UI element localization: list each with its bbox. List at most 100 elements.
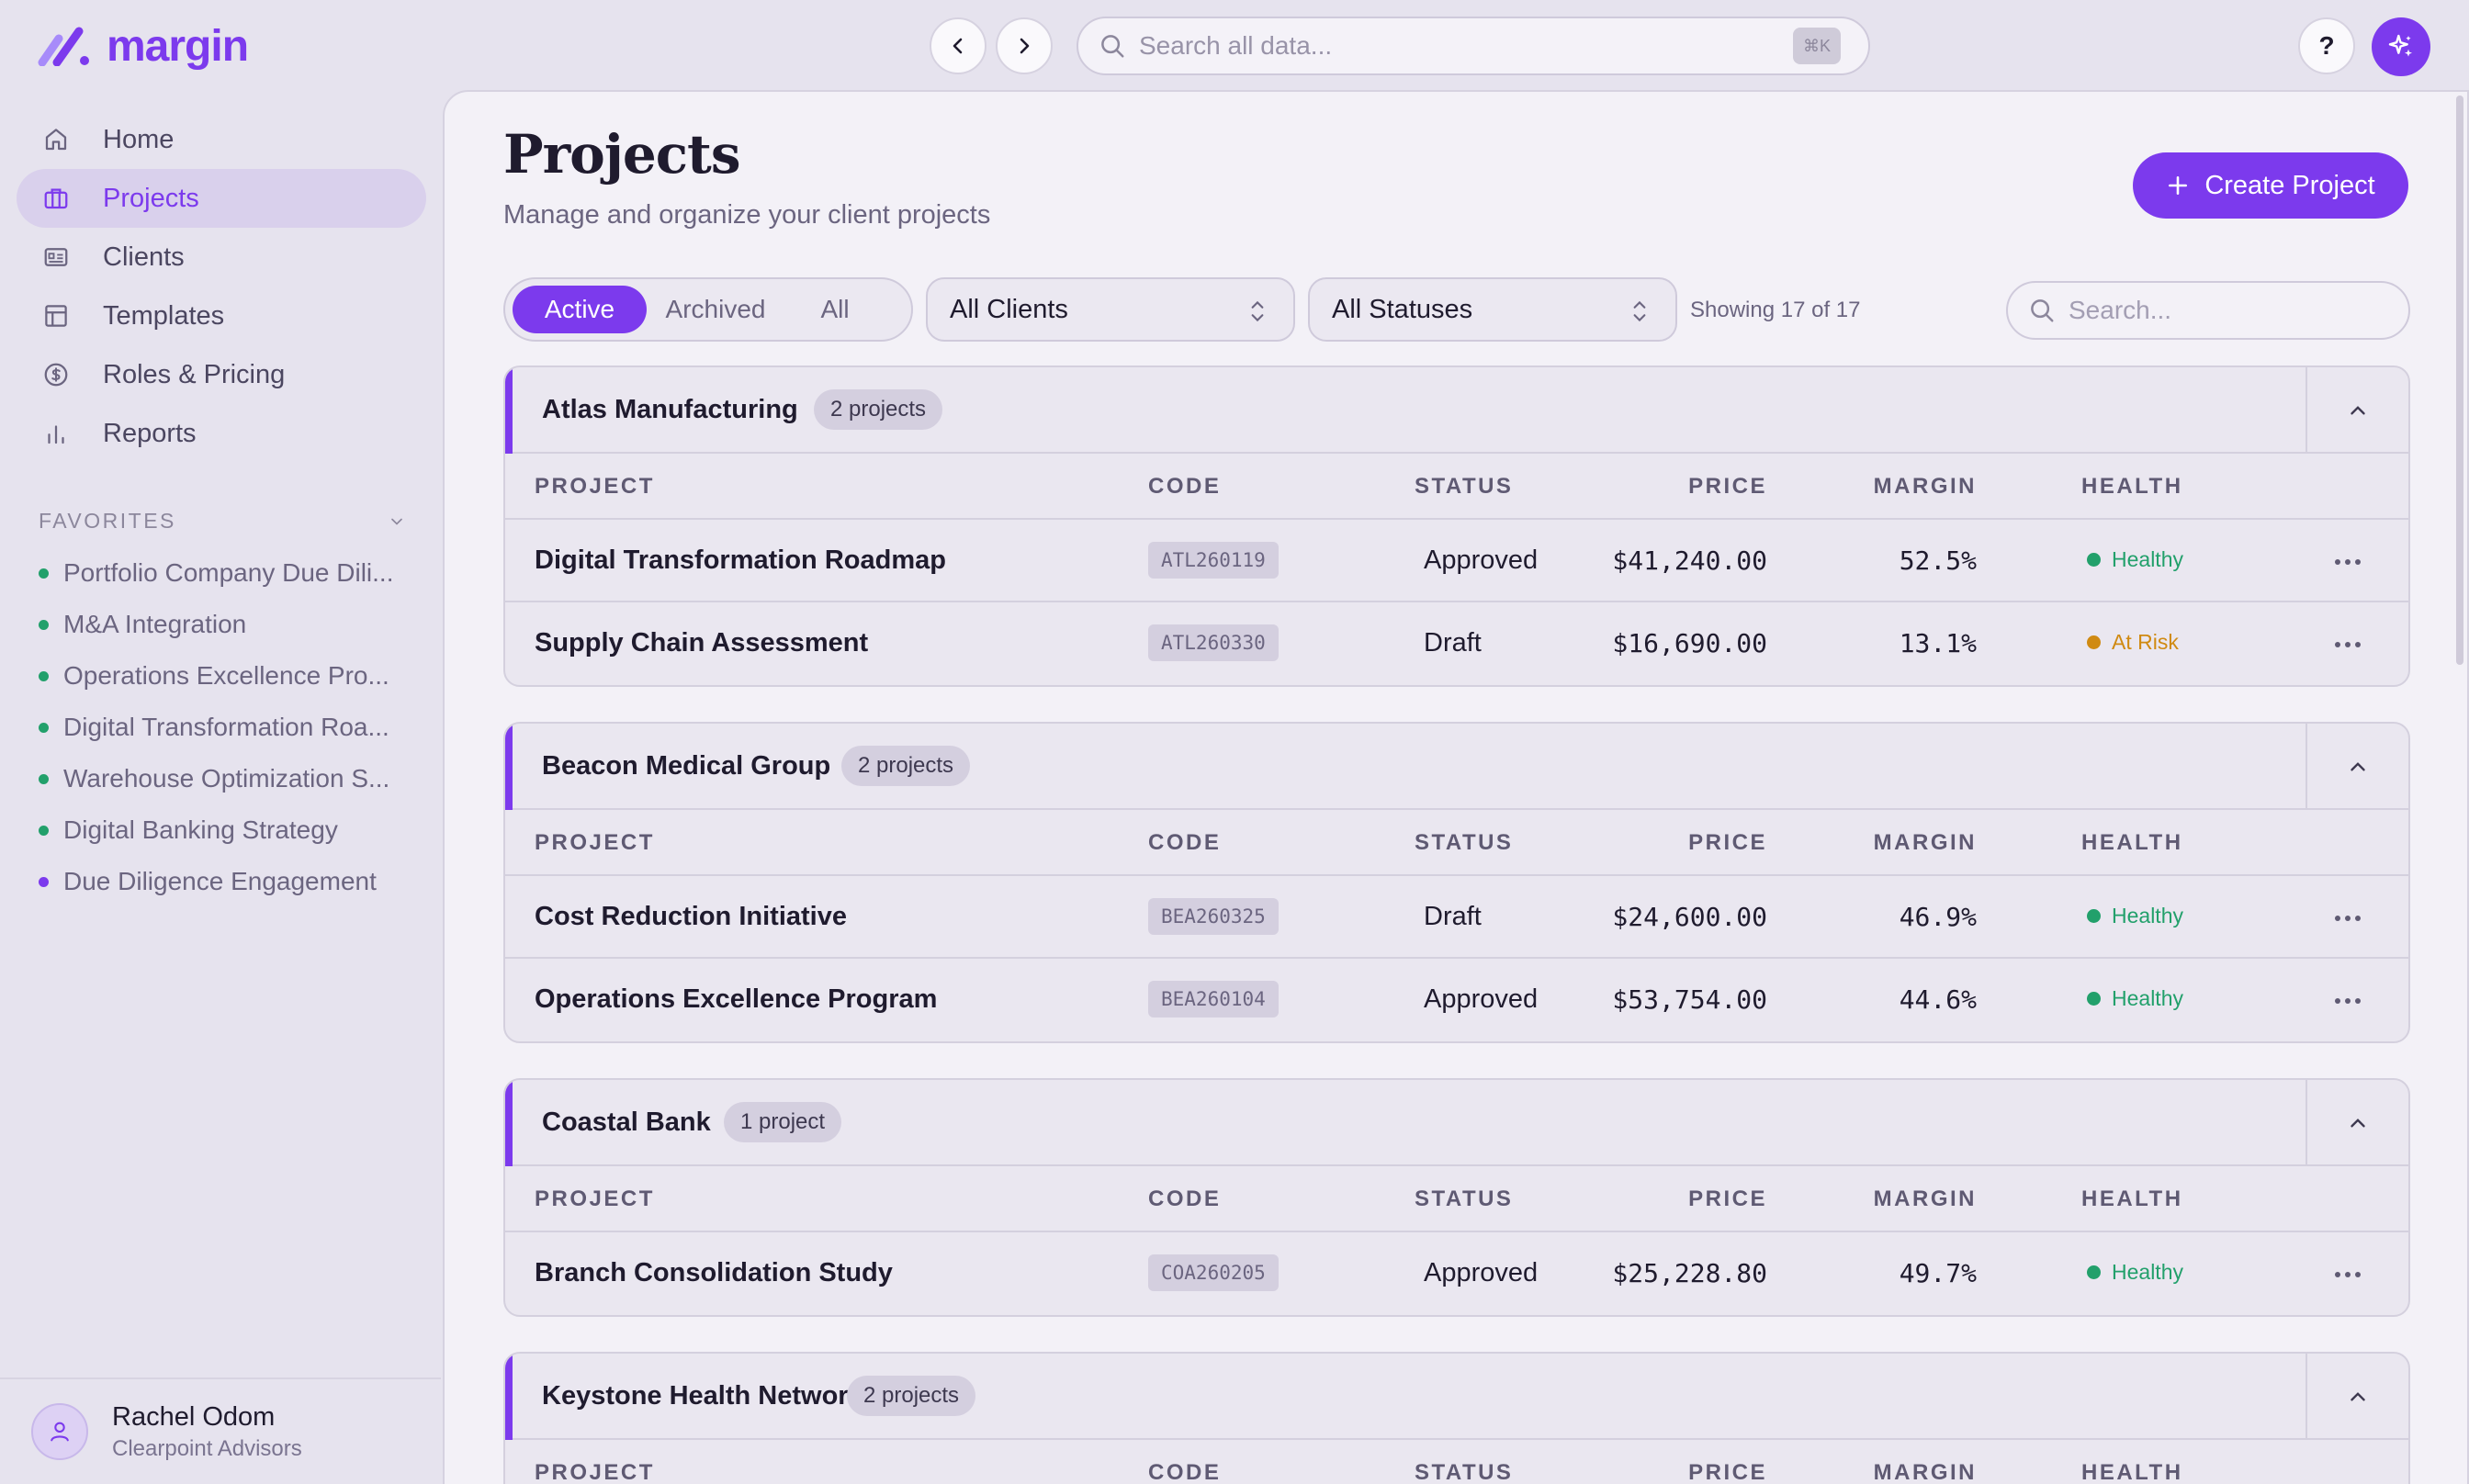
col-project[interactable]: PROJECT bbox=[535, 1186, 655, 1211]
col-code[interactable]: CODE bbox=[1148, 474, 1222, 499]
project-name[interactable]: Cost Reduction Initiative bbox=[535, 902, 847, 931]
collapse-button[interactable] bbox=[2306, 1354, 2408, 1440]
table-row[interactable]: Operations Excellence Program BEA260104 … bbox=[505, 959, 2408, 1041]
sidebar-item-projects[interactable]: Projects bbox=[17, 169, 426, 228]
col-project[interactable]: PROJECT bbox=[535, 830, 655, 855]
sidebar-item-label: Projects bbox=[103, 183, 199, 213]
table-row[interactable]: Cost Reduction Initiative BEA260325 Draf… bbox=[505, 876, 2408, 959]
segment-archived[interactable]: Archived bbox=[665, 295, 766, 323]
health-badge: Healthy bbox=[2087, 547, 2183, 572]
more-actions-button[interactable] bbox=[2331, 628, 2364, 661]
favorite-item[interactable]: Warehouse Optimization S... bbox=[39, 764, 415, 793]
table-row[interactable]: Digital Transformation Roadmap ATL260119… bbox=[505, 520, 2408, 602]
more-actions-button[interactable] bbox=[2331, 1258, 2364, 1291]
favorite-item[interactable]: M&A Integration bbox=[39, 610, 415, 639]
col-health[interactable]: HEALTH bbox=[2081, 830, 2183, 855]
create-project-button[interactable]: Create Project bbox=[2133, 152, 2408, 219]
help-button[interactable]: ? bbox=[2298, 17, 2355, 74]
more-actions-button[interactable] bbox=[2331, 545, 2364, 579]
favorite-dot bbox=[39, 568, 49, 579]
col-margin[interactable]: MARGIN bbox=[1873, 1186, 1977, 1211]
project-name[interactable]: Operations Excellence Program bbox=[535, 984, 938, 1014]
group-accent bbox=[505, 1080, 513, 1166]
app-logo[interactable]: margin bbox=[37, 20, 249, 72]
col-code[interactable]: CODE bbox=[1148, 830, 1222, 855]
project-name[interactable]: Digital Transformation Roadmap bbox=[535, 545, 946, 575]
health-label: Healthy bbox=[2112, 1260, 2183, 1284]
project-search-input[interactable] bbox=[2069, 296, 2381, 325]
favorite-item[interactable]: Operations Excellence Pro... bbox=[39, 661, 415, 691]
plus-icon bbox=[2169, 176, 2188, 195]
health-badge: At Risk bbox=[2087, 630, 2179, 655]
more-actions-button[interactable] bbox=[2331, 984, 2364, 1017]
sidebar-item-templates[interactable]: Templates bbox=[17, 287, 426, 345]
sidebar-item-reports[interactable]: Reports bbox=[17, 404, 426, 463]
global-search-input[interactable] bbox=[1139, 31, 1764, 61]
collapse-button[interactable] bbox=[2306, 1080, 2408, 1166]
ai-assistant-button[interactable] bbox=[2372, 17, 2430, 76]
table-row[interactable]: Branch Consolidation Study COA260205 App… bbox=[505, 1232, 2408, 1315]
favorite-label: Due Diligence Engagement bbox=[63, 867, 377, 895]
col-margin[interactable]: MARGIN bbox=[1873, 474, 1977, 499]
client-filter-select[interactable]: All Clients bbox=[926, 277, 1295, 342]
forward-button[interactable] bbox=[996, 17, 1053, 74]
col-code[interactable]: CODE bbox=[1148, 1460, 1222, 1484]
col-margin[interactable]: MARGIN bbox=[1873, 1460, 1977, 1484]
result-count: Showing 17 of 17 bbox=[1690, 298, 1861, 322]
table-row[interactable]: Supply Chain Assessment ATL260330 Draft … bbox=[505, 602, 2408, 685]
back-button[interactable] bbox=[930, 17, 986, 74]
top-bar: margin ⌘K ? bbox=[0, 0, 2469, 90]
collapse-button[interactable] bbox=[2306, 724, 2408, 810]
project-search[interactable] bbox=[2006, 281, 2410, 340]
group-client-name: Atlas Manufacturing bbox=[542, 395, 798, 424]
health-label: Healthy bbox=[2112, 904, 2183, 928]
col-margin[interactable]: MARGIN bbox=[1873, 830, 1977, 855]
group-header[interactable]: Atlas Manufacturing 2 projects bbox=[505, 367, 2408, 454]
col-price[interactable]: PRICE bbox=[1688, 474, 1767, 499]
col-price[interactable]: PRICE bbox=[1688, 1460, 1767, 1484]
group-header[interactable]: Coastal Bank 1 project bbox=[505, 1080, 2408, 1166]
col-status[interactable]: STATUS bbox=[1415, 1460, 1514, 1484]
col-price[interactable]: PRICE bbox=[1688, 1186, 1767, 1211]
search-shortcut-badge: ⌘K bbox=[1793, 28, 1841, 64]
favorite-item[interactable]: Portfolio Company Due Dili... bbox=[39, 558, 415, 588]
col-project[interactable]: PROJECT bbox=[535, 1460, 655, 1484]
project-name[interactable]: Supply Chain Assessment bbox=[535, 628, 869, 658]
status-filter-select[interactable]: All Statuses bbox=[1308, 277, 1677, 342]
more-horizontal-icon bbox=[2335, 916, 2361, 921]
col-status[interactable]: STATUS bbox=[1415, 1186, 1514, 1211]
table-header: PROJECT CODE STATUS PRICE MARGIN HEALTH bbox=[505, 454, 2408, 520]
col-health[interactable]: HEALTH bbox=[2081, 1186, 2183, 1211]
chevron-up-icon bbox=[2351, 762, 2365, 771]
favorite-item[interactable]: Due Diligence Engagement bbox=[39, 867, 415, 896]
group-header[interactable]: Beacon Medical Group 2 projects bbox=[505, 724, 2408, 810]
more-actions-button[interactable] bbox=[2331, 902, 2364, 935]
sidebar-item-clients[interactable]: Clients bbox=[17, 228, 426, 287]
project-name[interactable]: Branch Consolidation Study bbox=[535, 1258, 893, 1287]
col-status[interactable]: STATUS bbox=[1415, 474, 1514, 499]
project-code: BEA260104 bbox=[1148, 981, 1279, 1017]
favorite-item[interactable]: Digital Banking Strategy bbox=[39, 815, 415, 845]
scrollbar[interactable] bbox=[2456, 96, 2463, 665]
briefcase-icon bbox=[40, 183, 72, 214]
group-header[interactable]: Keystone Health Network 2 projects bbox=[505, 1354, 2408, 1440]
col-code[interactable]: CODE bbox=[1148, 1186, 1222, 1211]
user-profile[interactable]: Rachel Odom Clearpoint Advisors bbox=[0, 1377, 441, 1484]
more-horizontal-icon bbox=[2335, 559, 2361, 565]
sidebar-item-home[interactable]: Home bbox=[17, 110, 426, 169]
col-health[interactable]: HEALTH bbox=[2081, 1460, 2183, 1484]
favorites-header[interactable]: FAVORITES bbox=[39, 509, 406, 534]
favorite-item[interactable]: Digital Transformation Roa... bbox=[39, 713, 415, 742]
segment-active[interactable]: Active bbox=[513, 286, 647, 333]
segment-all[interactable]: All bbox=[820, 295, 850, 323]
col-status[interactable]: STATUS bbox=[1415, 830, 1514, 855]
favorite-label: Warehouse Optimization S... bbox=[63, 764, 390, 793]
global-search[interactable]: ⌘K bbox=[1077, 17, 1870, 75]
collapse-button[interactable] bbox=[2306, 367, 2408, 454]
col-price[interactable]: PRICE bbox=[1688, 830, 1767, 855]
sidebar-item-roles-pricing[interactable]: Roles & Pricing bbox=[17, 345, 426, 404]
col-health[interactable]: HEALTH bbox=[2081, 474, 2183, 499]
project-count-badge: 1 project bbox=[724, 1102, 842, 1142]
col-project[interactable]: PROJECT bbox=[535, 474, 655, 499]
project-status: Approved bbox=[1424, 984, 1539, 1014]
